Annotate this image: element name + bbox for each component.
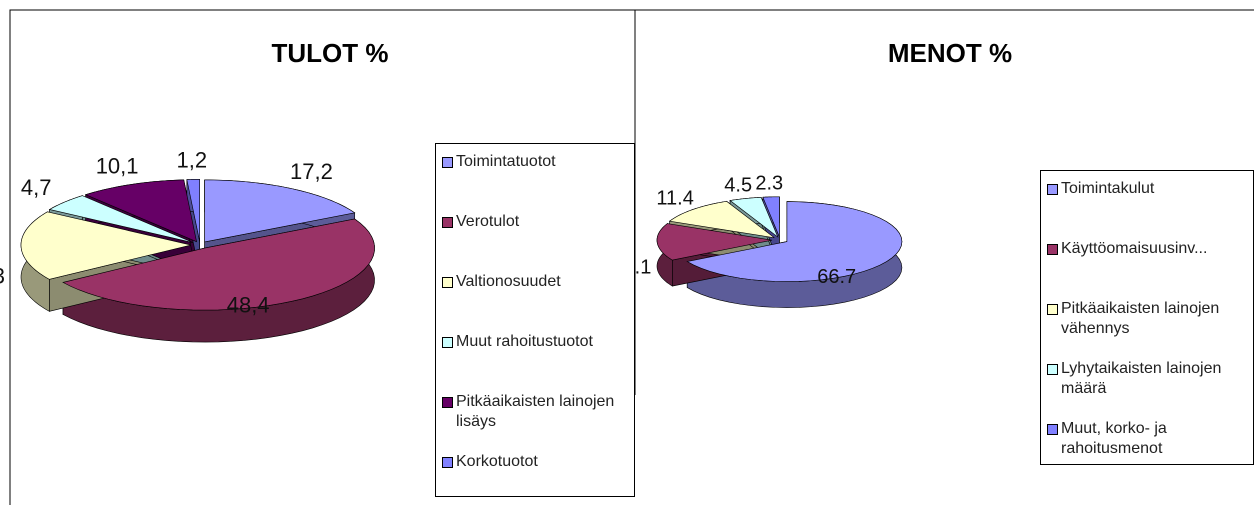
legend-entry: Lyhytaikaisten lainojen määrä xyxy=(1047,359,1247,399)
legend-label: Lyhytaikaisten lainojen määrä xyxy=(1061,360,1222,397)
data-label: 11.4 xyxy=(656,188,693,210)
legend-entry: Valtionosuudet xyxy=(442,272,628,292)
legend-swatch xyxy=(1047,244,1058,255)
slice xyxy=(686,201,903,282)
panel-border xyxy=(9,9,636,505)
legend-swatch xyxy=(442,277,453,288)
data-label: 1,2 xyxy=(177,148,208,173)
legend-label: Valtionosuudet xyxy=(456,273,561,290)
data-label: 48,4 xyxy=(227,293,270,318)
legend-swatch xyxy=(1047,304,1058,315)
legend-label: Pitkäaikaisten lainojen lisäys xyxy=(456,393,615,430)
chart-title: TULOT % xyxy=(272,38,389,68)
legend-swatch xyxy=(1047,424,1058,435)
legend-entry: Käyttöomaisuusinv... xyxy=(1047,239,1247,259)
legend-swatch xyxy=(1047,364,1058,375)
legend-entry: Toimintakulut xyxy=(1047,179,1247,199)
data-label: 4,7 xyxy=(21,175,52,200)
slice xyxy=(668,201,775,239)
legend-entry: Pitkäaikaisten lainojen vähennys xyxy=(1047,299,1247,339)
legend-swatch xyxy=(442,337,453,348)
legend-entry: Muut, korko- ja rahoitusmenot xyxy=(1047,419,1247,459)
slice xyxy=(20,211,192,280)
legend-label: Korkotuotot xyxy=(456,453,538,470)
slice xyxy=(186,179,200,242)
legend-label: Toimintakulut xyxy=(1061,180,1155,197)
legend-entry: Korkotuotot xyxy=(442,452,628,472)
data-label: 18,3 xyxy=(0,264,5,289)
legend-label: Muut rahoitustuotot xyxy=(456,333,593,350)
data-label: 17,2 xyxy=(290,159,333,184)
legend-entry: Muut rahoitustuotot xyxy=(442,332,628,352)
data-label: 10,1 xyxy=(96,154,139,179)
legend-label: Pitkäaikaisten lainojen vähennys xyxy=(1061,300,1220,337)
legend-swatch xyxy=(442,457,453,468)
slice xyxy=(204,179,356,243)
legend: Toimintatuotot Verotulot Valtionosuudet Muu… xyxy=(435,143,635,497)
slice xyxy=(84,179,197,243)
legend-swatch xyxy=(442,157,453,168)
legend-label: Toimintatuotot xyxy=(456,153,556,170)
slice xyxy=(729,197,779,238)
legend: Toimintakulut Käyttöomaisuusinv... Pitkäai… xyxy=(1040,170,1254,465)
legend-swatch xyxy=(442,217,453,228)
legend-label: Verotulot xyxy=(456,213,520,230)
slice xyxy=(656,223,773,261)
legend-label: Käyttöomaisuusinv... xyxy=(1061,240,1208,257)
data-label: 4.5 xyxy=(724,174,752,196)
legend-label: Muut, korko- ja rahoitusmenot xyxy=(1061,420,1167,457)
legend-entry: Verotulot xyxy=(442,212,628,232)
slice xyxy=(762,196,780,237)
legend-swatch xyxy=(442,397,453,408)
legend-swatch xyxy=(1047,184,1058,195)
data-label: 66.7 xyxy=(817,266,856,288)
slice xyxy=(62,218,375,311)
chart-title: MENOT % xyxy=(888,38,1012,68)
slice xyxy=(48,195,194,243)
legend-entry: Pitkäaikaisten lainojen lisäys xyxy=(442,392,628,432)
legend-entry: Toimintatuotot xyxy=(442,152,628,172)
data-label: 2.3 xyxy=(755,172,783,194)
